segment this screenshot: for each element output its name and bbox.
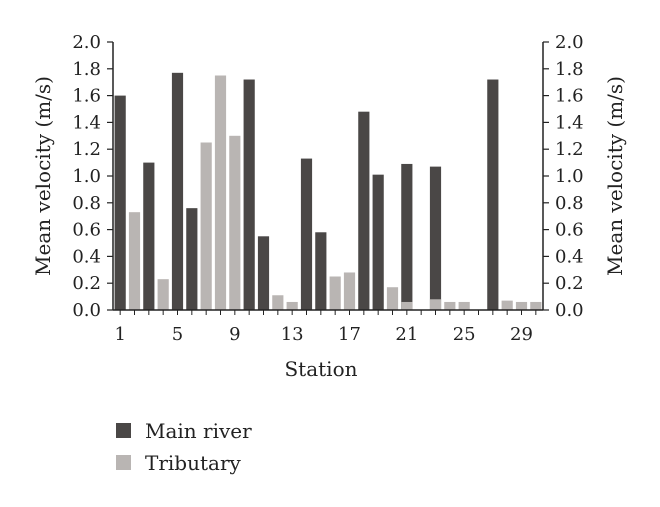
y-tick-label-left: 0.0 <box>72 300 101 321</box>
x-tick-label-17: 17 <box>338 324 361 345</box>
tributary-bar-20 <box>386 287 399 310</box>
tributary-bar-9 <box>229 135 241 310</box>
tributary-bar-4 <box>157 279 169 310</box>
y-tick-label-left: 0.8 <box>72 193 101 214</box>
bars-group <box>114 72 542 311</box>
x-tick-label-1: 1 <box>114 324 125 345</box>
main-river-bar-6 <box>186 208 198 310</box>
y-tick-label-left: 0.4 <box>72 246 101 267</box>
y-tick-label-right: 0.2 <box>555 273 584 294</box>
x-tick-label-5: 5 <box>172 324 183 345</box>
tributary-bar-21 <box>401 301 413 310</box>
main-river-bar-11 <box>257 236 270 310</box>
main-river-bar-27 <box>487 79 499 311</box>
ticks-group: 0.0 0.0 0.2 0.2 0.4 0.4 0.6 0.6 0.8 0.8 1.0 1.0 1.2 1… <box>72 32 583 345</box>
tributary-bar-8 <box>214 75 227 310</box>
tributary-bar-17 <box>343 272 356 310</box>
main-river-bar-10 <box>243 79 255 311</box>
x-tick-label-25: 25 <box>453 324 476 345</box>
tributary-bar-2 <box>128 212 141 310</box>
tributary-bar-7 <box>200 142 212 310</box>
y-tick-label-left: 0.6 <box>72 220 101 241</box>
y-tick-label-right: 0.0 <box>555 300 584 321</box>
tributary-bar-13 <box>286 301 298 310</box>
tributary-bar-24 <box>444 301 456 310</box>
y-tick-label-right: 1.2 <box>555 139 584 160</box>
main-river-bar-3 <box>143 162 155 310</box>
y-axis-title-right: Mean velocity (m/s) <box>603 76 627 276</box>
main-river-bar-5 <box>171 72 184 310</box>
y-tick-label-right: 0.4 <box>555 246 584 267</box>
tributary-bar-16 <box>329 276 341 310</box>
y-tick-label-right: 0.6 <box>555 220 584 241</box>
x-tick-label-9: 9 <box>229 324 240 345</box>
y-tick-label-right: 1.6 <box>555 86 584 107</box>
tributary-bar-12 <box>272 295 284 310</box>
tributary-bar-23 <box>429 299 442 310</box>
main-river-bar-21 <box>401 163 413 310</box>
main-river-bar-18 <box>358 111 370 311</box>
legend-label-main-river: Main river <box>145 419 252 443</box>
y-axis-title-left: Mean velocity (m/s) <box>31 76 55 276</box>
legend: Main river Tributary <box>116 419 252 475</box>
y-tick-label-left: 2.0 <box>72 32 101 53</box>
y-tick-label-right: 1.4 <box>555 112 584 133</box>
x-tick-label-13: 13 <box>281 324 304 345</box>
legend-swatch-main-river <box>116 423 131 438</box>
tributary-bar-30 <box>530 301 542 310</box>
y-tick-label-left: 1.6 <box>72 86 101 107</box>
y-tick-label-left: 1.8 <box>72 59 101 80</box>
y-tick-label-right: 0.8 <box>555 193 584 214</box>
y-tick-label-left: 1.2 <box>72 139 101 160</box>
main-river-bar-15 <box>315 232 327 310</box>
legend-swatch-tributary <box>116 455 131 470</box>
y-tick-label-right: 1.8 <box>555 59 584 80</box>
tributary-bar-29 <box>515 301 528 310</box>
x-tick-label-29: 29 <box>510 324 533 345</box>
main-river-bar-14 <box>300 158 313 310</box>
y-tick-label-right: 1.0 <box>555 166 584 187</box>
y-tick-label-left: 1.0 <box>72 166 101 187</box>
y-tick-label-right: 2.0 <box>555 32 584 53</box>
main-river-bar-23 <box>429 166 442 310</box>
y-tick-label-left: 1.4 <box>72 112 101 133</box>
tributary-bar-28 <box>501 300 513 310</box>
tributary-bar-25 <box>458 301 470 310</box>
legend-label-tributary: Tributary <box>145 451 242 475</box>
x-tick-label-21: 21 <box>395 324 418 345</box>
y-tick-label-left: 0.2 <box>72 273 101 294</box>
main-river-bar-19 <box>372 174 384 310</box>
main-river-bar-1 <box>114 95 126 310</box>
x-axis-title: Station <box>284 357 357 381</box>
